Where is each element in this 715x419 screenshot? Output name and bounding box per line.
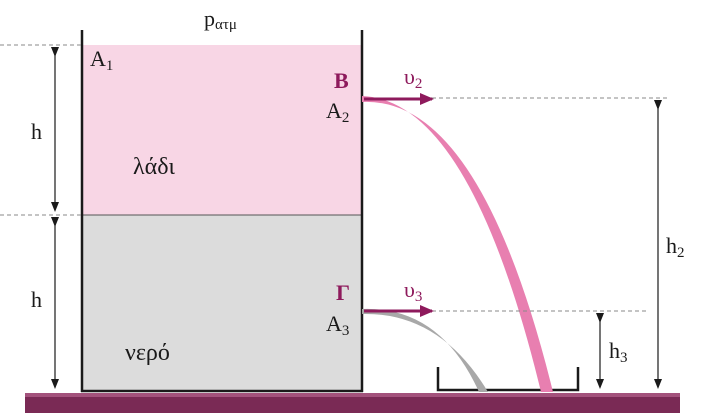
label-v3: υ3 (404, 277, 422, 305)
label-v2: υ2 (404, 64, 422, 92)
water-jet (362, 308, 488, 392)
label-atm-pressure: pατμ (204, 6, 237, 33)
label-h2: h2 (666, 233, 685, 261)
ground-highlight (25, 393, 680, 397)
label-oil: λάδι (133, 154, 176, 180)
water-layer (82, 215, 362, 391)
label-A3: A3 (326, 311, 349, 339)
point-G-label: Γ (336, 280, 350, 305)
oil-layer (82, 45, 362, 215)
label-A1: A1 (90, 46, 113, 74)
oil-jet (362, 96, 553, 392)
label-h3: h3 (609, 338, 628, 366)
point-B-label: B (334, 68, 349, 93)
label-h-top: h (31, 119, 42, 144)
label-A2: A2 (326, 98, 349, 126)
ground (25, 393, 680, 413)
label-h-bottom: h (31, 287, 42, 312)
label-water: νερό (125, 340, 170, 366)
collection-tray (436, 367, 580, 392)
